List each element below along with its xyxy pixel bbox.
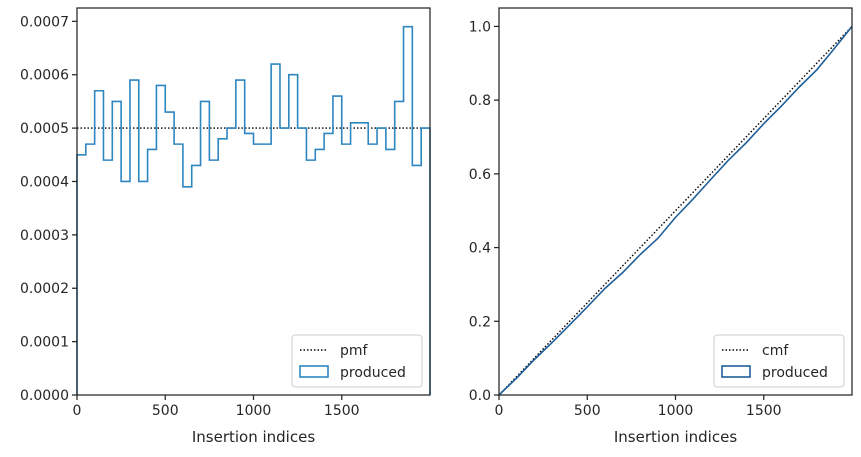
y-tick-label: 0.8 — [469, 93, 491, 109]
x-tick-label: 1500 — [324, 403, 360, 419]
y-tick-label: 0.0 — [469, 388, 491, 404]
y-tick-label: 1.0 — [469, 19, 491, 35]
x-tick-label: 500 — [152, 403, 179, 419]
series-line-produced — [498, 25, 853, 396]
y-tick-label: 0.0004 — [20, 174, 69, 190]
legend-box — [291, 334, 423, 388]
pmf-histogram-panel: 0 500 1000 1500 0.0000 0.0001 0.0002 0.0003 0.00… — [20, 7, 431, 446]
legend-label-pmf: pmf — [340, 343, 369, 359]
x-tick-label: 1000 — [658, 403, 694, 419]
series-line-produced — [76, 25, 431, 395]
y-tick-label: 0.0006 — [20, 68, 69, 84]
legend: pmf produced — [291, 334, 423, 388]
y-tick-label: 0.0003 — [20, 228, 69, 244]
cmf-cumulative-panel: 0 500 1000 1500 0.0 0.2 0.4 0.6 0.8 1.0 Insertion … — [469, 7, 853, 446]
legend: cmf produced — [713, 334, 845, 388]
series-line-cmf — [498, 25, 853, 396]
legend-swatch-produced — [721, 365, 751, 378]
y-tick-label: 0.0002 — [20, 281, 69, 297]
y-tick-label: 0.0000 — [20, 388, 69, 404]
legend-label-cmf: cmf — [762, 343, 789, 359]
x-tick-label: 1000 — [236, 403, 272, 419]
y-tick-label: 0.0007 — [20, 14, 69, 30]
x-axis-label: Insertion indices — [614, 428, 737, 446]
x-tick-label: 0 — [495, 403, 504, 419]
x-tick-label: 1500 — [746, 403, 782, 419]
legend-box — [713, 334, 845, 388]
y-tick-label: 0.2 — [469, 314, 491, 330]
legend-label-produced: produced — [762, 365, 828, 381]
y-tick-label: 0.4 — [469, 241, 491, 257]
y-tick-label: 0.0005 — [20, 121, 69, 137]
x-tick-label: 500 — [574, 403, 601, 419]
x-axis-label: Insertion indices — [192, 428, 315, 446]
legend-label-produced: produced — [340, 365, 406, 381]
legend-swatch-produced — [299, 365, 329, 378]
x-tick-label: 0 — [73, 403, 82, 419]
y-tick-label: 0.0001 — [20, 335, 69, 351]
y-tick-label: 0.6 — [469, 167, 491, 183]
